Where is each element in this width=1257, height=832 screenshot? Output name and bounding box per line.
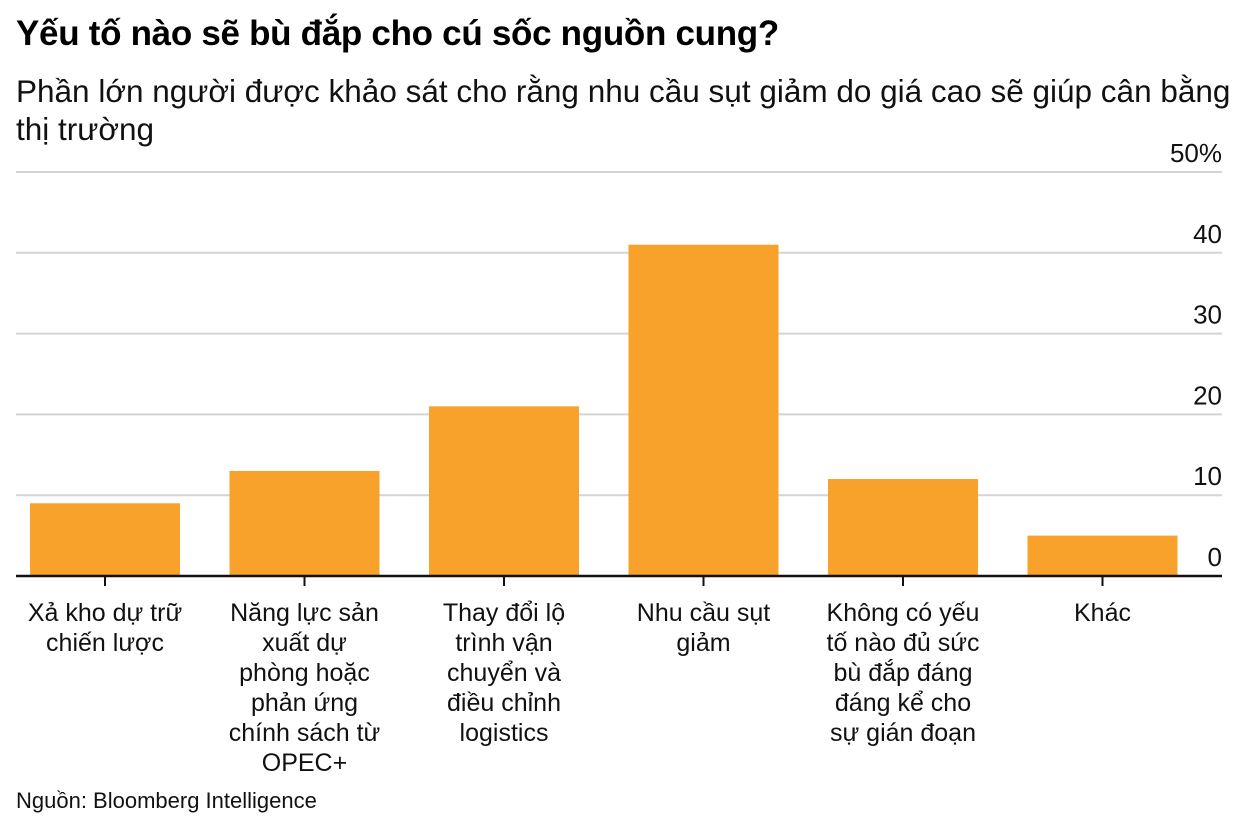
y-tick-label: 20 (1193, 380, 1222, 410)
bar (429, 406, 579, 576)
x-category-label-line: giảm (676, 629, 730, 657)
x-category-label-line: OPEC+ (262, 749, 347, 777)
x-category-label-line: trình vận (455, 629, 552, 657)
source-note: Nguồn: Bloomberg Intelligence (16, 788, 317, 813)
x-category-label-line: tố nào đủ sức (827, 629, 980, 657)
x-category-label-line: sự gián đoạn (830, 719, 976, 747)
x-category-label: Xả kho dự trữ chiến lược (28, 599, 182, 657)
x-category-label: Không có yếu tố nào đủ sức bù đắp đáng đáng… (827, 599, 980, 747)
x-category-label-line: chuyển và (447, 659, 561, 687)
y-axis-ticks: 0 10 20 30 40 50% (1170, 138, 1222, 572)
x-category-label-line: logistics (460, 719, 549, 747)
chart-title: Yếu tố nào sẽ bù đắp cho cú sốc nguồn cu… (16, 14, 779, 53)
bar (628, 244, 779, 576)
x-axis (16, 574, 1222, 586)
y-tick-label: 0 (1208, 542, 1222, 572)
x-category-label-line: Xả kho dự trữ (28, 599, 182, 627)
bar (1027, 535, 1178, 576)
bar (828, 479, 978, 576)
x-category-label: Thay đổi lộ trình vận chuyển và điều chỉnh l… (443, 599, 565, 747)
bar (229, 470, 380, 576)
x-category-label-line: xuất dự (262, 629, 347, 657)
x-category-label: Năng lực sản xuất dự phòng hoặc phản ứng chí… (229, 599, 381, 777)
x-category-label-line: Năng lực sản (230, 599, 379, 627)
gridlines (16, 171, 1222, 497)
y-tick-label: 10 (1193, 461, 1222, 491)
x-category-label-line: điều chỉnh (447, 689, 561, 717)
x-axis-labels: Xả kho dự trữ chiến lược Năng lực sản xuất … (28, 599, 1131, 777)
y-tick-label: 30 (1193, 300, 1222, 330)
x-category-label-line: Nhu cầu sụt (637, 599, 770, 627)
chart-subtitle: Phần lớn người được khảo sát cho rằng nh… (16, 73, 1231, 147)
x-category-label-line: Thay đổi lộ (443, 599, 565, 627)
bars (30, 244, 1178, 576)
x-category-label-line: phản ứng (251, 689, 358, 717)
y-tick-label: 40 (1193, 219, 1222, 249)
x-category-label-line: bù đắp đáng (833, 658, 972, 687)
y-tick-label: 50% (1170, 138, 1222, 168)
bar (30, 503, 180, 576)
x-category-label-line: chính sách từ (229, 719, 381, 747)
x-category-label-line: chiến lược (46, 629, 164, 657)
x-category-label-line: đáng kể cho (835, 689, 971, 717)
x-category-label: Khác (1074, 599, 1131, 627)
x-category-label: Nhu cầu sụt giảm (637, 599, 770, 657)
x-category-label-line: Không có yếu (827, 599, 980, 627)
x-category-label-line: Khác (1074, 599, 1131, 627)
x-category-label-line: phòng hoặc (239, 659, 370, 687)
